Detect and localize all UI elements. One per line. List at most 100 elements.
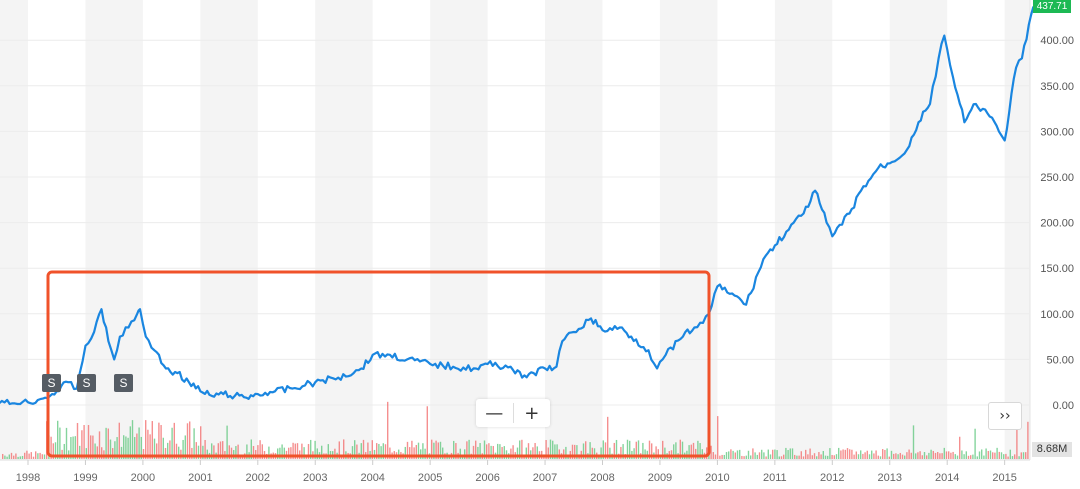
- volume-bar: [992, 452, 994, 459]
- split-marker[interactable]: S: [42, 374, 61, 392]
- volume-bar: [959, 436, 961, 459]
- volume-bar: [851, 449, 853, 459]
- volume-bar: [486, 444, 488, 459]
- volume-bar: [820, 454, 822, 459]
- volume-bar: [648, 440, 651, 459]
- volume-bar: [54, 442, 57, 459]
- volume-bar: [829, 448, 831, 459]
- volume-bar: [411, 440, 413, 459]
- year-band: [0, 0, 28, 460]
- x-tick-label: 2013: [878, 472, 902, 484]
- volume-bar: [699, 443, 701, 459]
- volume-bar: [846, 448, 849, 459]
- volume-bar: [433, 442, 435, 459]
- volume-bar: [228, 445, 230, 459]
- volume-bar: [169, 440, 171, 459]
- volume-bar: [131, 420, 134, 459]
- volume-bar: [519, 440, 521, 459]
- volume-bar: [734, 452, 736, 459]
- volume-bar: [129, 426, 131, 459]
- volume-bar: [50, 436, 52, 459]
- volume-bar: [890, 450, 893, 459]
- volume-bar: [142, 449, 145, 459]
- volume-bar: [1003, 454, 1005, 459]
- volume-bar: [998, 451, 1000, 459]
- volume-bar: [717, 416, 719, 459]
- volume-bar: [13, 455, 15, 459]
- volume-bar: [1005, 453, 1007, 459]
- volume-bar: [978, 451, 981, 459]
- volume-bar: [477, 446, 479, 459]
- volume-bar: [321, 445, 323, 459]
- volume-bar: [464, 449, 466, 459]
- volume-bar: [769, 454, 772, 459]
- volume-bar: [736, 450, 739, 459]
- volume-bar: [28, 453, 30, 459]
- volume-bar: [15, 453, 17, 459]
- volume-bar: [534, 442, 536, 459]
- volume-bar: [862, 453, 864, 459]
- x-tick-label: 2009: [648, 472, 672, 484]
- volume-bar: [840, 450, 842, 459]
- volume-bar: [556, 444, 558, 459]
- volume-bar: [948, 451, 950, 459]
- volume-bar: [849, 449, 851, 459]
- volume-bar: [791, 448, 794, 459]
- volume-bar: [65, 427, 68, 459]
- volume-bar: [57, 420, 59, 459]
- volume-bar: [926, 455, 928, 459]
- split-marker[interactable]: S: [114, 374, 133, 392]
- volume-bar: [875, 450, 877, 459]
- split-marker[interactable]: S: [77, 374, 96, 392]
- volume-bar: [710, 445, 712, 459]
- x-tick-label: 2002: [246, 472, 270, 484]
- volume-bar: [756, 454, 758, 459]
- volume-bar: [149, 434, 151, 459]
- x-tick-label: 2015: [992, 472, 1016, 484]
- volume-bar: [613, 442, 615, 459]
- volume-bar: [904, 455, 906, 459]
- volume-bar: [622, 444, 624, 459]
- volume-bar: [532, 447, 534, 459]
- volume-bar: [697, 440, 699, 459]
- volume-bar: [268, 446, 270, 459]
- volume-bar: [787, 450, 789, 459]
- volume-bar: [899, 452, 901, 459]
- y-tick-label: 200.00: [1040, 218, 1074, 230]
- volume-bar: [908, 449, 910, 459]
- volume-bar: [334, 448, 336, 459]
- year-band: [545, 0, 603, 460]
- volume-bar: [420, 449, 422, 459]
- volume-bar: [945, 451, 948, 459]
- volume-bar: [261, 444, 263, 459]
- volume-bar: [807, 454, 809, 459]
- volume-bar: [582, 443, 585, 459]
- volume-bar: [868, 454, 871, 459]
- volume-bar: [706, 447, 708, 459]
- volume-bar: [884, 449, 886, 459]
- volume-bar: [835, 454, 838, 459]
- volume-bar: [466, 441, 468, 459]
- volume-bar: [833, 455, 835, 459]
- volume-bar: [827, 455, 829, 459]
- scroll-right-button[interactable]: ››: [988, 402, 1022, 430]
- volume-bar: [923, 452, 926, 459]
- volume-bar: [422, 443, 424, 459]
- volume-bar: [217, 443, 219, 459]
- volume-bar: [351, 446, 354, 459]
- volume-bar: [4, 455, 6, 459]
- volume-bar: [281, 444, 283, 459]
- zoom-out-button[interactable]: —: [485, 402, 504, 424]
- zoom-in-button[interactable]: +: [524, 402, 540, 424]
- volume-bar: [690, 444, 692, 459]
- volume-bar: [371, 440, 373, 459]
- volume-bar: [24, 452, 26, 459]
- volume-bar: [912, 425, 915, 459]
- volume-bar: [250, 439, 252, 459]
- volume-bar: [963, 454, 965, 459]
- volume-bar: [620, 446, 622, 459]
- volume-bar: [483, 440, 486, 459]
- year-band: [430, 0, 488, 460]
- volume-bar: [989, 450, 992, 459]
- volume-bar: [30, 452, 32, 459]
